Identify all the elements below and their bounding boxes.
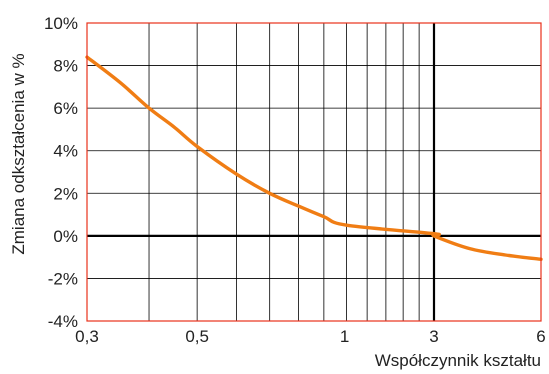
y-tick-label: -2% <box>48 269 78 288</box>
y-tick-label: 10% <box>44 14 78 33</box>
x-tick-label: 1 <box>340 327 349 346</box>
y-tick-label: 6% <box>53 99 78 118</box>
x-tick-label: 3 <box>429 327 438 346</box>
x-axis-title: Współczynnik kształtu <box>375 351 541 370</box>
series-line <box>85 55 543 261</box>
x-tick-label: 0,5 <box>185 327 209 346</box>
x-tick-label: 0,3 <box>75 327 99 346</box>
y-tick-labels: 10% 8% 6% 4% 2% 0% -2% -4% <box>44 14 78 331</box>
x-tick-labels: 0,3 0,5 1 3 6 <box>75 327 546 346</box>
y-tick-label: -4% <box>48 312 78 331</box>
x-tick-label: 6 <box>536 327 545 346</box>
y-tick-label: 0% <box>53 227 78 246</box>
y-tick-label: 4% <box>53 142 78 161</box>
y-tick-label: 2% <box>53 184 78 203</box>
y-tick-label: 8% <box>53 57 78 76</box>
y-axis-title: Zmiana odkształcenia w % <box>9 53 28 254</box>
plot-frame <box>86 22 542 322</box>
reference-lines <box>87 23 541 321</box>
grid-layer <box>86 22 542 322</box>
series-layer <box>85 55 543 261</box>
